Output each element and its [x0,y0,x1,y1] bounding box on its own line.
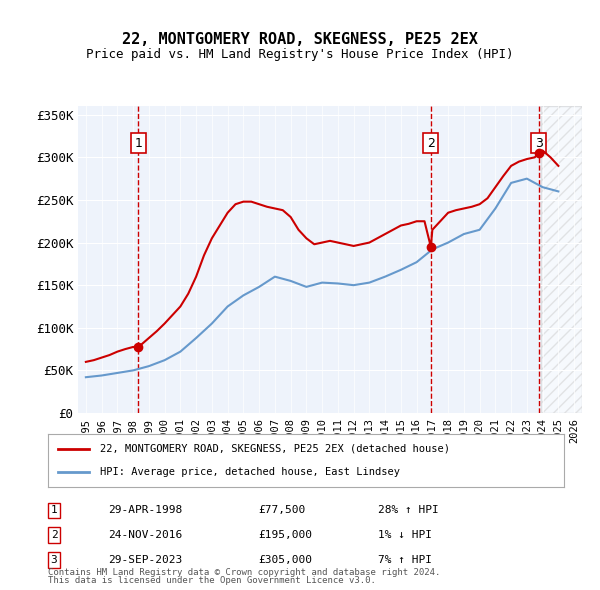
Text: £195,000: £195,000 [258,530,312,540]
Text: 2: 2 [427,136,435,149]
Text: Contains HM Land Registry data © Crown copyright and database right 2024.: Contains HM Land Registry data © Crown c… [48,568,440,577]
Text: 22, MONTGOMERY ROAD, SKEGNESS, PE25 2EX (detached house): 22, MONTGOMERY ROAD, SKEGNESS, PE25 2EX … [100,444,449,454]
Text: £305,000: £305,000 [258,555,312,565]
Text: This data is licensed under the Open Government Licence v3.0.: This data is licensed under the Open Gov… [48,576,376,585]
Text: 1: 1 [50,506,58,515]
Text: HPI: Average price, detached house, East Lindsey: HPI: Average price, detached house, East… [100,467,400,477]
Text: 7% ↑ HPI: 7% ↑ HPI [378,555,432,565]
Text: Price paid vs. HM Land Registry's House Price Index (HPI): Price paid vs. HM Land Registry's House … [86,48,514,61]
Text: 1% ↓ HPI: 1% ↓ HPI [378,530,432,540]
Text: 24-NOV-2016: 24-NOV-2016 [108,530,182,540]
Text: 3: 3 [535,136,542,149]
Text: 22, MONTGOMERY ROAD, SKEGNESS, PE25 2EX: 22, MONTGOMERY ROAD, SKEGNESS, PE25 2EX [122,32,478,47]
Text: £77,500: £77,500 [258,506,305,515]
Text: 29-APR-1998: 29-APR-1998 [108,506,182,515]
Text: 3: 3 [50,555,58,565]
Text: 29-SEP-2023: 29-SEP-2023 [108,555,182,565]
Text: 28% ↑ HPI: 28% ↑ HPI [378,506,439,515]
Text: 1: 1 [134,136,142,149]
Text: 2: 2 [50,530,58,540]
Bar [542,106,582,413]
Bar [541,106,582,413]
